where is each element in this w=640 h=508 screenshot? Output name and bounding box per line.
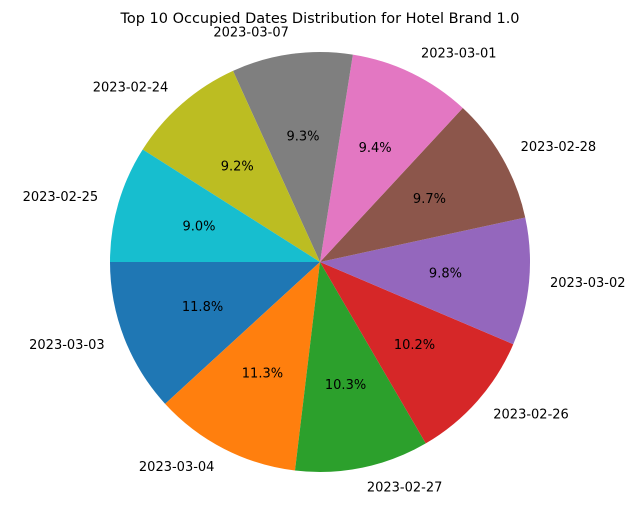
pie-slice-2023-02-27 — [294, 262, 426, 473]
pie-slice-2023-02-25 — [110, 149, 320, 262]
slice-label: 2023-03-03 — [29, 338, 105, 353]
pie-slice-2023-02-24 — [142, 70, 320, 262]
slice-label: 2023-03-01 — [421, 47, 497, 62]
pie-slice-2023-02-26 — [320, 262, 514, 444]
percent-label: 10.3% — [325, 378, 366, 393]
pie-slice-2023-02-28 — [320, 108, 526, 263]
slice-label: 2023-03-02 — [550, 276, 626, 291]
percent-label: 9.4% — [359, 141, 392, 156]
slice-label: 2023-02-28 — [521, 140, 597, 155]
pie-slice-2023-03-07 — [232, 52, 353, 263]
slice-label: 2023-03-07 — [213, 26, 289, 41]
percent-label: 11.8% — [182, 300, 223, 315]
pie-slice-2023-03-01 — [320, 54, 463, 263]
percent-label: 9.2% — [221, 159, 254, 174]
slice-label: 2023-02-24 — [93, 80, 169, 95]
percent-label: 11.3% — [242, 367, 283, 382]
slice-label: 2023-03-04 — [139, 460, 215, 475]
pie-slice-2023-03-04 — [165, 262, 320, 471]
percent-label: 10.2% — [394, 338, 435, 353]
slice-labels: 2023-03-03 2023-03-04 2023-02-27 2023-02-26… — [23, 26, 626, 496]
percent-labels: 11.8% 11.3% 10.3% 10.2% 9.8% 9.7% 9.4% 9.3% 9.2%… — [182, 130, 462, 393]
pie-slices — [110, 52, 531, 473]
pie-slice-2023-03-03 — [110, 262, 320, 404]
slice-label: 2023-02-25 — [23, 190, 99, 205]
pie-slice-2023-03-02 — [320, 217, 531, 345]
slice-label: 2023-02-27 — [367, 481, 443, 496]
percent-label: 9.3% — [287, 130, 320, 145]
percent-label: 9.8% — [429, 266, 462, 281]
percent-label: 9.7% — [413, 192, 446, 207]
percent-label: 9.0% — [182, 219, 215, 234]
chart-title: Top 10 Occupied Dates Distribution for H… — [119, 11, 519, 27]
slice-label: 2023-02-26 — [493, 407, 569, 422]
